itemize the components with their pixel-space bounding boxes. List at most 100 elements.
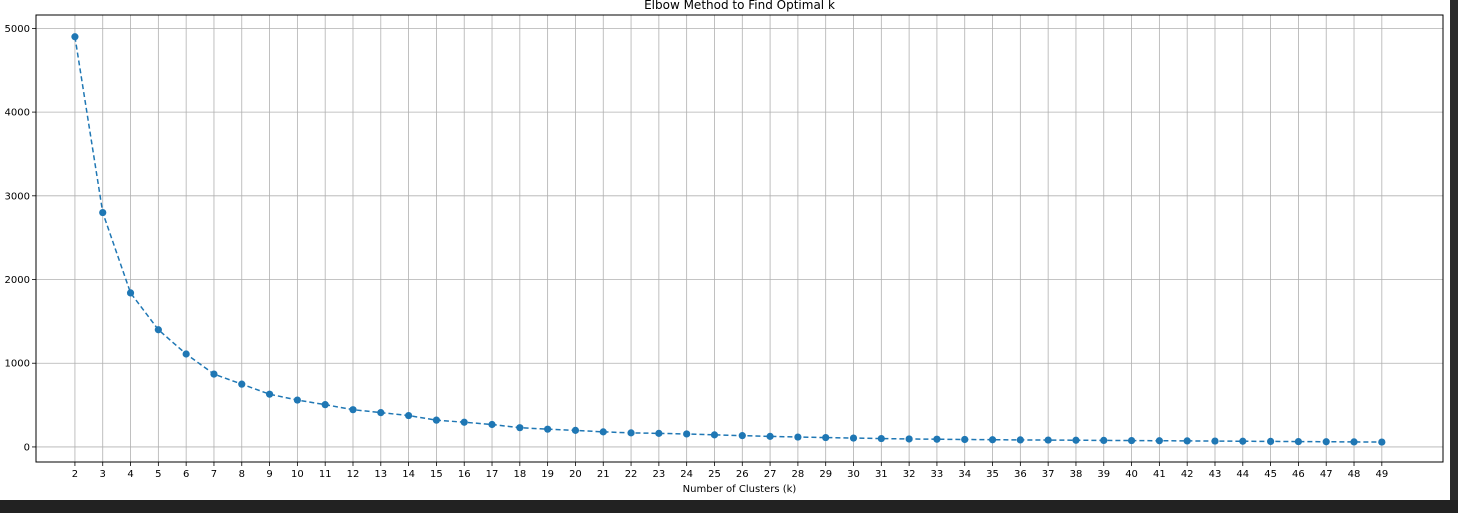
data-point <box>1183 437 1191 445</box>
x-tick-label: 45 <box>1264 469 1277 480</box>
x-tick-label: 13 <box>374 469 387 480</box>
x-tick-label: 33 <box>931 469 944 480</box>
data-point <box>599 428 607 436</box>
x-tick-label: 20 <box>569 469 582 480</box>
data-point <box>571 426 580 434</box>
x-tick-label: 31 <box>875 469 888 480</box>
x-tick-label: 26 <box>736 469 749 480</box>
chart-title: Elbow Method to Find Optimal k <box>644 0 835 12</box>
x-tick-label: 37 <box>1042 469 1055 480</box>
x-tick-label: 12 <box>347 469 360 480</box>
x-tick-label: 30 <box>847 469 860 480</box>
data-point <box>627 429 635 437</box>
x-tick-label: 7 <box>211 469 217 480</box>
x-tick-label: 22 <box>625 469 638 480</box>
x-tick-label: 47 <box>1320 469 1333 480</box>
x-tick-label: 43 <box>1209 469 1222 480</box>
data-point <box>544 425 552 433</box>
y-tick-label: 3000 <box>5 191 30 202</box>
x-tick-label: 48 <box>1348 469 1361 480</box>
data-point <box>961 435 969 444</box>
data-point <box>988 436 997 444</box>
series-line <box>74 36 1382 443</box>
x-tick-label: 3 <box>100 469 106 480</box>
data-point <box>1100 436 1108 445</box>
series-group <box>71 33 1386 446</box>
x-axis-title: Number of Clusters (k) <box>683 484 797 495</box>
x-tick-label: 18 <box>513 469 526 480</box>
window-bottom-bar <box>0 500 1458 513</box>
data-point <box>1294 437 1303 446</box>
data-point <box>794 433 802 441</box>
x-tick-label: 21 <box>597 469 610 480</box>
x-tick-label: 14 <box>402 469 415 480</box>
grid-lines <box>36 15 1443 462</box>
y-tick-label: 4000 <box>5 108 30 119</box>
x-tick-label: 39 <box>1097 469 1110 480</box>
data-point <box>99 208 107 217</box>
x-tick-label: 28 <box>792 469 805 480</box>
x-tick-label: 29 <box>819 469 832 480</box>
data-point <box>1211 437 1219 445</box>
x-tick-label: 16 <box>458 469 471 480</box>
y-tick-label: 5000 <box>5 24 30 35</box>
x-tick-label: 24 <box>680 469 693 480</box>
x-tick-label: 10 <box>291 469 304 480</box>
data-point <box>738 432 746 440</box>
data-point <box>1322 438 1330 446</box>
window-right-edge <box>1450 0 1458 500</box>
data-point <box>405 411 413 420</box>
x-tick-label: 34 <box>958 469 971 480</box>
data-point <box>460 418 468 426</box>
x-tick-label: 49 <box>1375 469 1388 480</box>
x-tick-label: 17 <box>486 469 499 480</box>
data-point <box>905 435 913 443</box>
data-point <box>154 326 162 334</box>
data-point <box>1155 437 1163 445</box>
data-point <box>321 401 329 409</box>
x-tick-label: 23 <box>652 469 665 480</box>
x-tick-label: 9 <box>266 469 272 480</box>
data-point <box>1044 436 1052 444</box>
x-tick-label: 11 <box>319 469 332 480</box>
data-point <box>710 431 719 439</box>
data-point <box>1239 437 1247 445</box>
data-point <box>766 432 774 440</box>
data-point <box>1016 436 1024 444</box>
x-tick-label: 32 <box>903 469 916 480</box>
data-point <box>210 370 218 378</box>
data-point <box>849 434 858 442</box>
x-tick-label: 38 <box>1070 469 1083 480</box>
y-tick-label: 2000 <box>5 275 30 286</box>
x-tick-label: 4 <box>127 469 133 480</box>
data-point <box>432 416 441 424</box>
data-point <box>126 289 135 297</box>
data-point <box>516 424 524 432</box>
plot-area <box>36 15 1443 462</box>
x-tick-label: 40 <box>1125 469 1138 480</box>
data-point <box>488 420 496 429</box>
data-point <box>877 434 885 443</box>
data-point <box>1378 438 1386 446</box>
x-tick-label: 25 <box>708 469 721 480</box>
data-point <box>1072 436 1080 444</box>
x-tick-label: 27 <box>764 469 777 480</box>
x-tick-label: 42 <box>1181 469 1194 480</box>
x-tick-label: 36 <box>1014 469 1027 480</box>
data-point <box>1127 436 1136 445</box>
data-point <box>377 409 385 417</box>
data-point <box>293 396 301 404</box>
data-point <box>71 33 79 41</box>
x-tick-label: 44 <box>1236 469 1249 480</box>
data-point <box>933 435 941 443</box>
x-tick-label: 15 <box>430 469 443 480</box>
x-tick-label: 8 <box>239 469 245 480</box>
tick-group: 2 3 4 5 6 7 8 9 10 11 12 13 14 15 16 17 18 19 20 21 22 23 24 25… <box>5 24 1389 480</box>
y-tick-label: 1000 <box>5 359 30 370</box>
x-tick-label: 41 <box>1153 469 1166 480</box>
x-tick-label: 46 <box>1292 469 1305 480</box>
data-point <box>182 350 190 358</box>
data-point <box>1350 438 1358 446</box>
data-point <box>265 390 274 398</box>
